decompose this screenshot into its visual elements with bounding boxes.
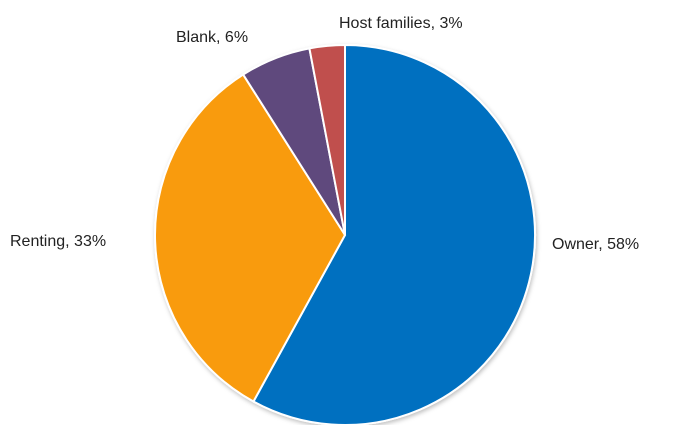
pie-slice-renting — [154, 73, 347, 403]
data-label-host-families: Host families, 3% — [339, 15, 463, 32]
data-label-blank: Blank, 6% — [176, 29, 248, 46]
data-label-renting: Renting, 33% — [10, 233, 106, 250]
data-label-owner: Owner, 58% — [552, 236, 639, 253]
pie-data-labels: Owner, 58% Renting, 33% Blank, 6% Host f… — [10, 15, 639, 253]
pie-slice-host-families — [308, 43, 346, 236]
pie-slices — [154, 43, 536, 425]
